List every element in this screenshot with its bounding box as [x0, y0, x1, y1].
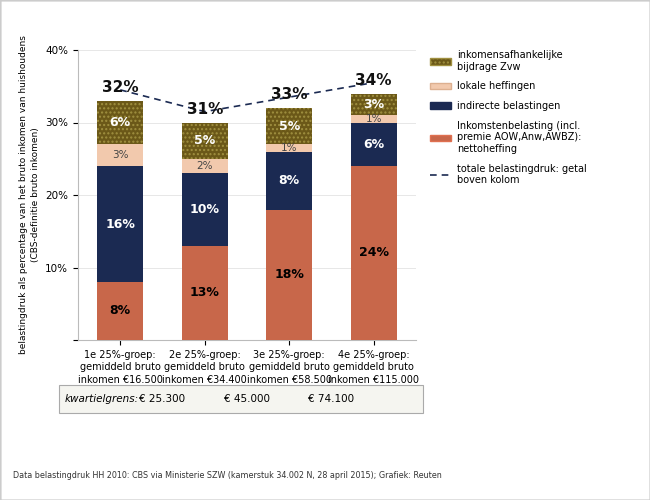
Text: 13%: 13%	[190, 286, 220, 300]
Text: 3%: 3%	[363, 98, 384, 111]
Bar	[266, 108, 313, 144]
Text: Data belastingdruk HH 2010: CBS via Ministerie SZW (kamerstuk 34.002 N, 28 april: Data belastingdruk HH 2010: CBS via Mini…	[13, 470, 442, 480]
Text: 16%: 16%	[105, 218, 135, 230]
Text: 6%: 6%	[363, 138, 384, 151]
Text: 5%: 5%	[279, 120, 300, 132]
Bar	[350, 116, 397, 122]
Bar	[350, 166, 397, 340]
Text: kwartielgrens:: kwartielgrens:	[65, 394, 139, 404]
Text: 3%: 3%	[112, 150, 129, 160]
Bar	[181, 174, 228, 246]
Bar	[97, 144, 144, 166]
Text: 34%: 34%	[356, 72, 392, 88]
Bar	[97, 101, 144, 144]
Text: 8%: 8%	[110, 304, 131, 318]
Text: 33%: 33%	[271, 87, 307, 102]
Bar	[181, 122, 228, 159]
Bar	[97, 282, 144, 340]
Text: 5%: 5%	[194, 134, 215, 147]
Y-axis label: belastingdruk als percentage van het bruto inkomen van huishoudens
(CBS-definiti: belastingdruk als percentage van het bru…	[19, 36, 40, 354]
Text: € 25.300: € 25.300	[140, 394, 185, 404]
Bar	[181, 159, 228, 174]
Bar	[181, 122, 228, 159]
Bar	[350, 94, 397, 116]
Bar	[181, 246, 228, 340]
Bar	[97, 101, 144, 144]
Text: 2%: 2%	[196, 161, 213, 171]
Legend: inkomensafhankelijke
bijdrage Zvw, lokale heffingen, indirecte belastingen, Inko: inkomensafhankelijke bijdrage Zvw, lokal…	[430, 50, 586, 186]
Text: 1%: 1%	[365, 114, 382, 124]
Bar	[181, 246, 228, 340]
Text: 6%: 6%	[110, 116, 131, 129]
Text: 10%: 10%	[190, 203, 220, 216]
Text: 31%: 31%	[187, 102, 223, 116]
Text: 8%: 8%	[279, 174, 300, 187]
Text: 24%: 24%	[359, 246, 389, 260]
Bar	[350, 94, 397, 116]
Bar	[350, 122, 397, 166]
Bar	[266, 210, 313, 340]
Text: € 74.100: € 74.100	[309, 394, 354, 404]
Bar	[97, 166, 144, 282]
Text: € 45.000: € 45.000	[224, 394, 270, 404]
Text: 1%: 1%	[281, 143, 298, 153]
Bar	[266, 108, 313, 144]
Text: 18%: 18%	[274, 268, 304, 281]
Bar	[350, 166, 397, 340]
Bar	[266, 144, 313, 152]
Bar	[266, 152, 313, 210]
Bar	[97, 282, 144, 340]
Bar	[266, 210, 313, 340]
Text: 32%: 32%	[102, 80, 138, 95]
